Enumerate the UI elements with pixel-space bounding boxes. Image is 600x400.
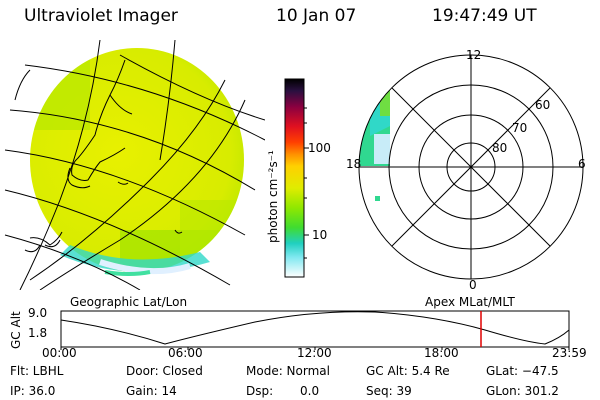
altitude-max-label: 9.0 bbox=[28, 306, 48, 320]
colorbar-unit-label: photon cm⁻²s⁻¹ bbox=[266, 150, 280, 243]
colorbar bbox=[284, 78, 309, 278]
apex-caption: Apex MLat/MLT bbox=[425, 295, 515, 309]
mlt-label-12: 12 bbox=[466, 48, 482, 62]
colorbar-tick-10: 10 bbox=[312, 228, 328, 242]
geographic-caption: Geographic Lat/Lon bbox=[70, 295, 188, 309]
mlt-label-0: 0 bbox=[469, 278, 477, 292]
time-tick-1200: 12:00 bbox=[297, 346, 332, 360]
info-mode: Mode: Normal bbox=[246, 364, 330, 378]
mlt-label-18: 18 bbox=[346, 157, 362, 171]
altitude-plot bbox=[60, 310, 570, 350]
colorbar-tick-100: 100 bbox=[308, 141, 331, 155]
info-sequence: Seq: 39 bbox=[366, 384, 412, 398]
info-glat: GLat: −47.5 bbox=[486, 364, 559, 378]
time-tick-1800: 18:00 bbox=[424, 346, 459, 360]
info-gc-altitude: GC Alt: 5.4 Re bbox=[366, 364, 450, 378]
mlt-label-6: 6 bbox=[578, 157, 586, 171]
info-ip: IP: 36.0 bbox=[10, 384, 56, 398]
polar-plot bbox=[358, 54, 584, 280]
lat-label-60: 60 bbox=[535, 98, 551, 112]
info-door: Door: Closed bbox=[126, 364, 203, 378]
time-tick-0000: 00:00 bbox=[42, 346, 77, 360]
info-gain: Gain: 14 bbox=[126, 384, 177, 398]
info-filter: Flt: LBHL bbox=[10, 364, 64, 378]
altitude-min-label: 1.8 bbox=[28, 326, 48, 340]
header-date: 10 Jan 07 bbox=[276, 6, 357, 26]
app-title: Ultraviolet Imager bbox=[24, 6, 178, 26]
time-tick-2359: 23:59 bbox=[552, 346, 587, 360]
info-glon: GLon: 301.2 bbox=[486, 384, 559, 398]
info-dsp-label: Dsp: bbox=[246, 384, 274, 398]
info-dsp-value: 0.0 bbox=[300, 384, 320, 398]
geographic-image bbox=[4, 40, 265, 290]
header-time: 19:47:49 UT bbox=[432, 6, 537, 26]
time-tick-0600: 06:00 bbox=[168, 346, 203, 360]
lat-label-80: 80 bbox=[492, 141, 508, 155]
lat-label-70: 70 bbox=[512, 121, 528, 135]
altitude-axis-label: GC Alt bbox=[9, 311, 23, 349]
